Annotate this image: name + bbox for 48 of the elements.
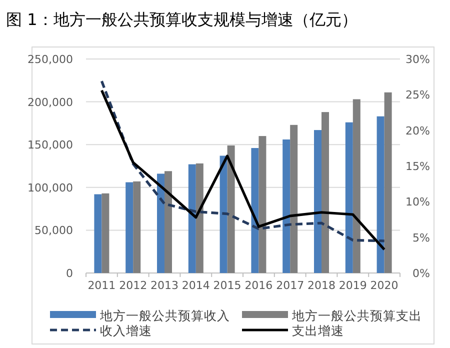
bar xyxy=(188,164,196,273)
y2-tick-label: 0% xyxy=(412,267,430,280)
bar xyxy=(227,145,235,273)
bar xyxy=(345,122,353,273)
bar xyxy=(376,116,384,273)
y2-tick-label: 25% xyxy=(406,88,430,102)
bar xyxy=(352,99,360,273)
y2-tick-label: 20% xyxy=(406,124,430,138)
bar xyxy=(290,124,298,273)
bar xyxy=(384,92,392,273)
x-tick-label: 2016 xyxy=(244,279,273,292)
bar xyxy=(258,136,266,273)
chart-title: 图 1：地方一般公共预算收支规模与增速（亿元） xyxy=(6,10,358,29)
y-tick-label: 100,000 xyxy=(28,181,73,194)
bar xyxy=(220,156,228,273)
legend-label: 收入增速 xyxy=(100,323,152,338)
bar xyxy=(314,130,322,273)
y-tick-label: 150,000 xyxy=(28,138,73,152)
bar xyxy=(157,174,164,273)
bar xyxy=(102,193,110,273)
y-tick-label: 200,000 xyxy=(28,96,73,109)
x-tick-label: 2019 xyxy=(338,279,367,292)
legend-label: 支出增速 xyxy=(292,323,344,338)
bar xyxy=(196,163,204,273)
y-tick-label: 50,000 xyxy=(34,224,73,238)
x-tick-label: 2020 xyxy=(370,279,398,292)
legend-label: 地方一般公共预算收入 xyxy=(99,308,230,323)
bar xyxy=(94,194,102,273)
bar xyxy=(164,171,172,273)
x-tick-label: 2014 xyxy=(182,279,210,292)
y2-tick-label: 30% xyxy=(406,53,430,66)
bar xyxy=(282,139,290,273)
x-tick-label: 2015 xyxy=(213,279,242,292)
bar xyxy=(322,112,329,273)
y2-tick-label: 15% xyxy=(406,160,430,173)
bar xyxy=(133,181,141,273)
y-tick-label: 0 xyxy=(66,267,73,280)
x-tick-label: 2017 xyxy=(276,279,304,292)
x-tick-label: 2018 xyxy=(308,279,336,292)
bar xyxy=(251,148,259,273)
x-tick-label: 2011 xyxy=(88,279,116,292)
legend-label: 地方一般公共预算支出 xyxy=(291,308,422,323)
x-tick-label: 2012 xyxy=(119,279,148,292)
y-tick-label: 250,000 xyxy=(28,53,73,66)
x-tick-label: 2013 xyxy=(150,279,178,292)
bar xyxy=(126,182,134,273)
y2-tick-label: 10% xyxy=(406,196,430,209)
y2-tick-label: 5% xyxy=(412,231,430,244)
